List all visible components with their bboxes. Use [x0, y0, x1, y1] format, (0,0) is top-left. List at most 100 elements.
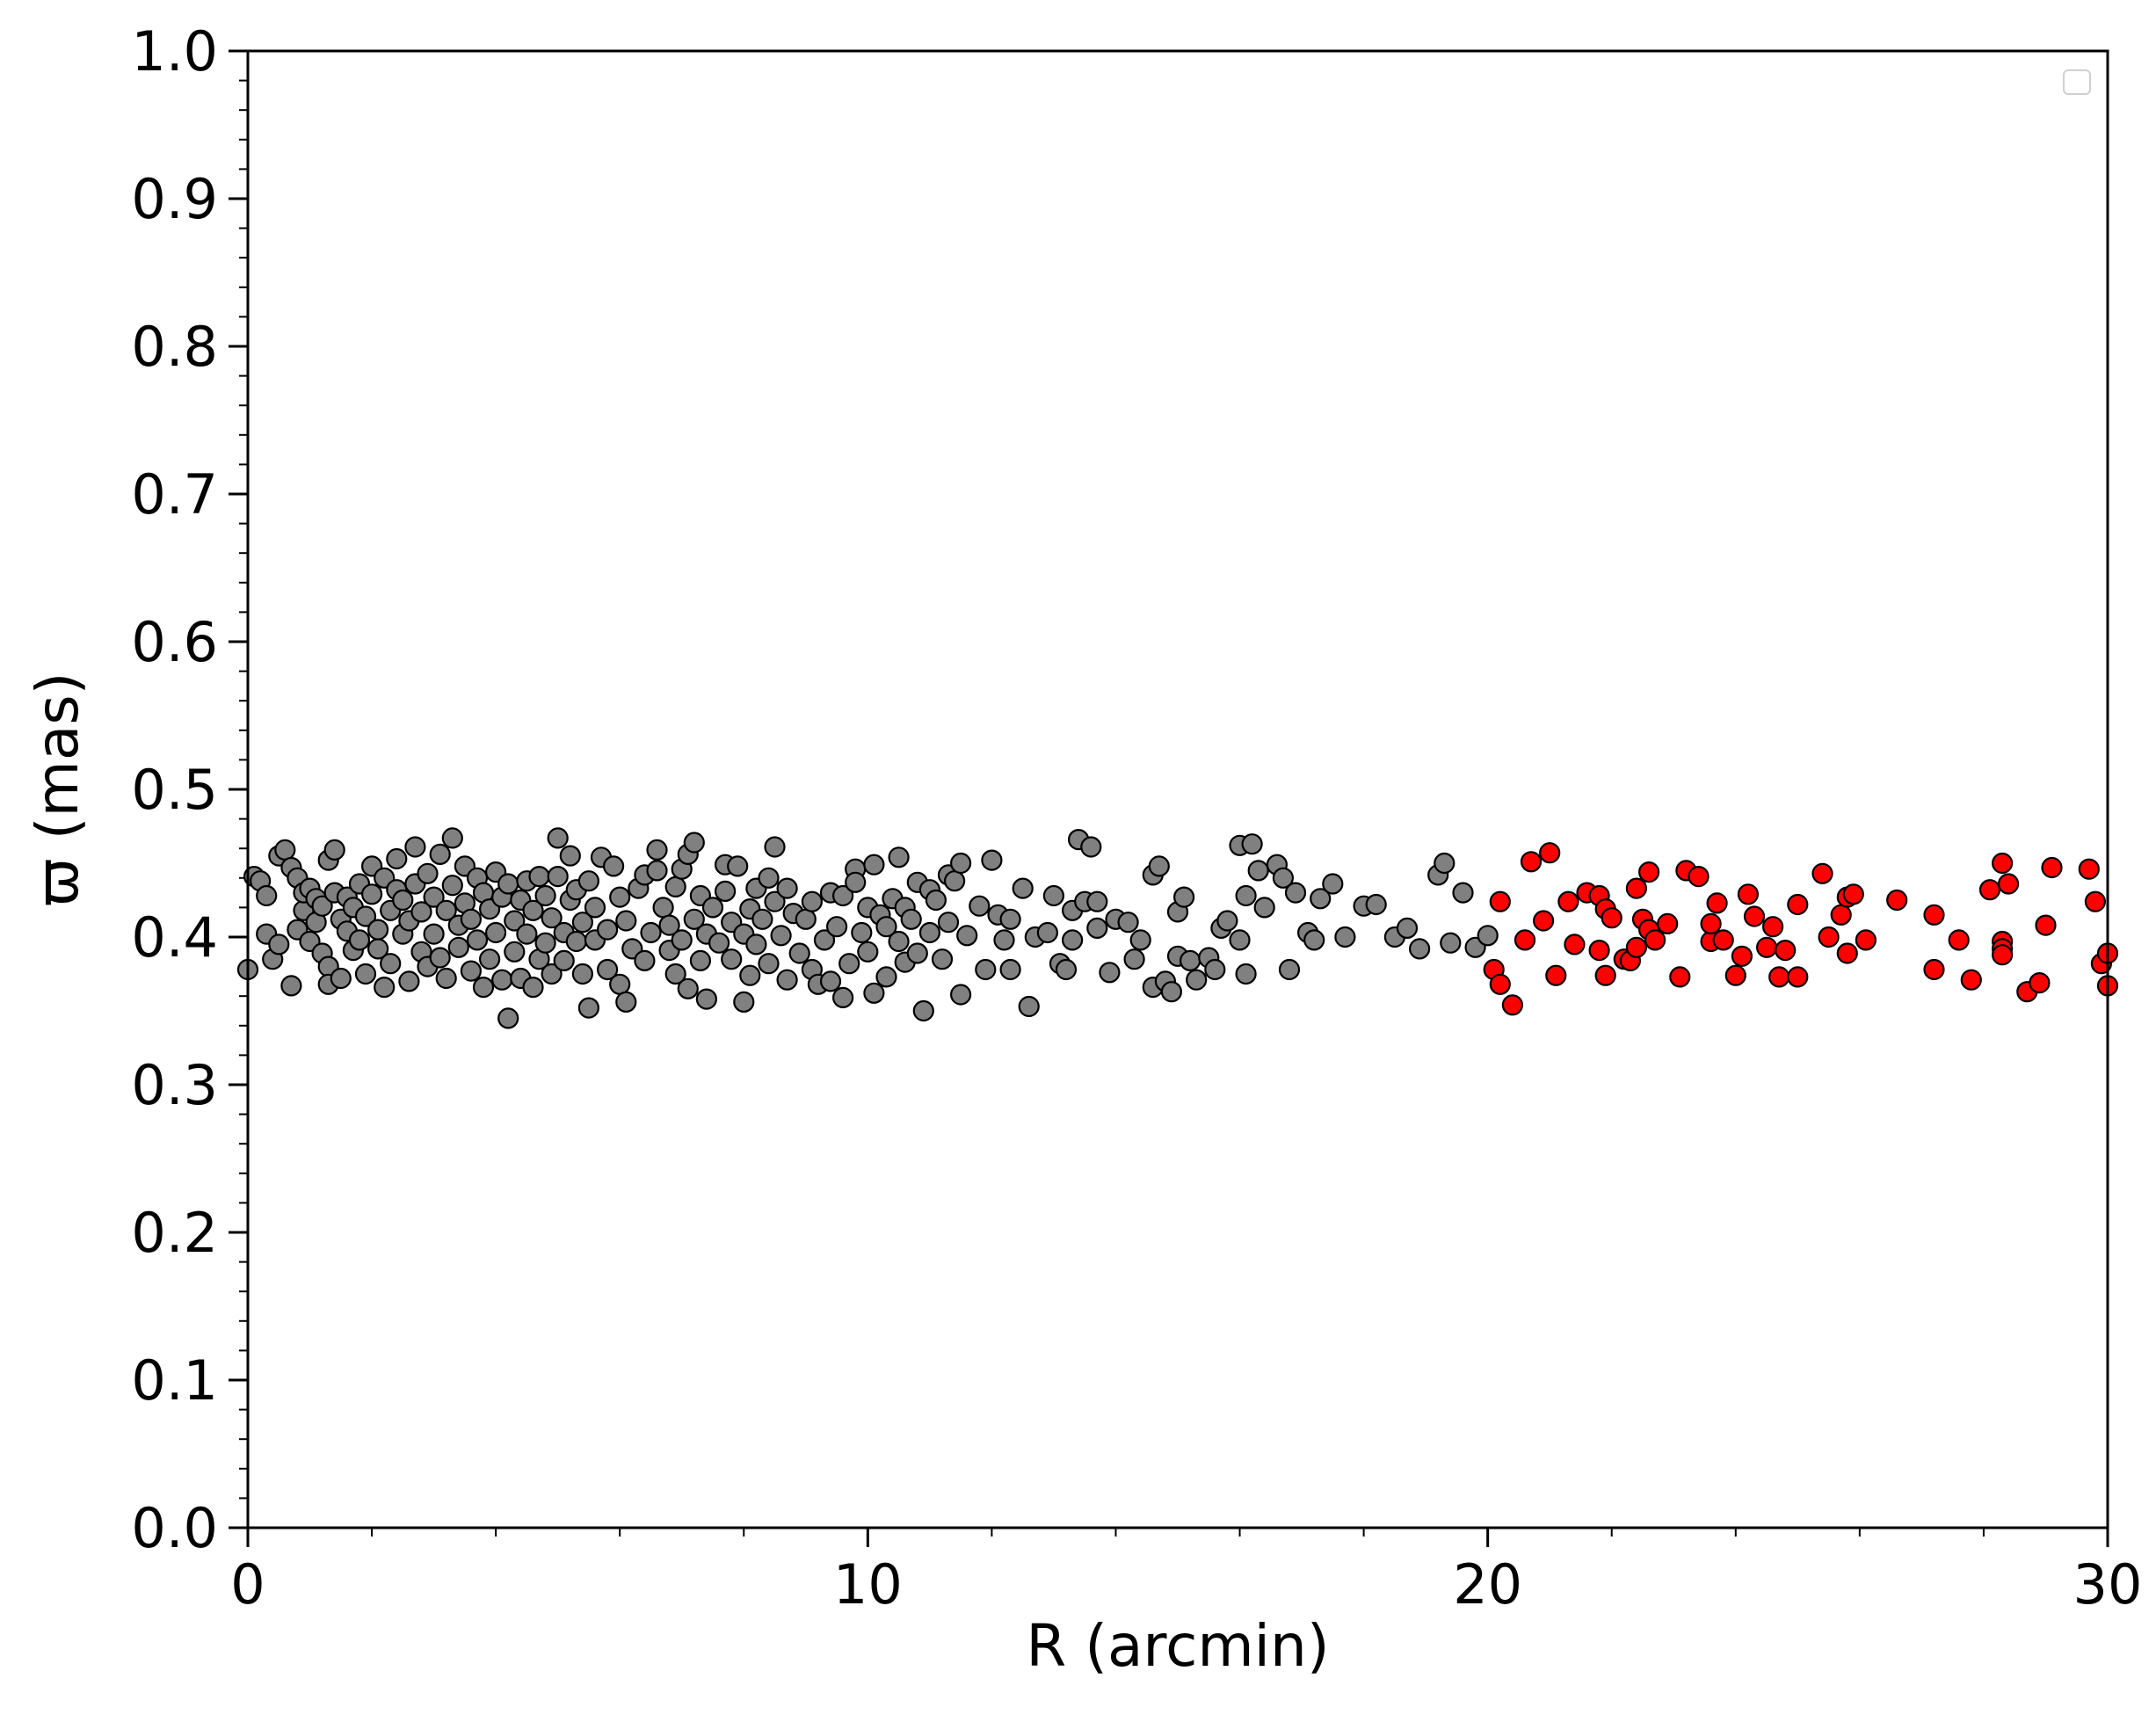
- data-points: [236, 827, 2119, 1029]
- scatter-point-gray: [969, 895, 991, 917]
- scatter-point-gray: [677, 977, 699, 999]
- scatter-point-gray: [1434, 852, 1455, 875]
- scatter-point-gray: [596, 919, 619, 941]
- scatter-point-gray: [386, 847, 408, 870]
- scatter-point-gray: [522, 899, 544, 921]
- scatter-point-gray: [658, 914, 680, 936]
- scatter-point-gray: [1253, 897, 1275, 919]
- scatter-point-gray: [652, 897, 674, 919]
- scatter-point-red: [1948, 929, 1970, 951]
- scatter-point-gray: [701, 897, 724, 919]
- scatter-point-gray: [1440, 932, 1462, 954]
- scatter-point-gray: [354, 905, 377, 927]
- scatter-point-red: [1669, 966, 1691, 988]
- scatter-point-gray: [714, 880, 737, 903]
- scatter-point-gray: [361, 883, 383, 905]
- scatter-point-gray: [937, 912, 960, 934]
- scatter-point-gray: [943, 870, 966, 892]
- scatter-point-red: [1724, 964, 1746, 986]
- scatter-point-gray: [1086, 917, 1108, 940]
- scatter-point-gray: [646, 860, 668, 882]
- scatter-point-gray: [770, 925, 792, 947]
- scatter-point-gray: [1303, 929, 1325, 951]
- legend-box: [2063, 69, 2091, 95]
- scatter-point-gray: [739, 964, 761, 986]
- scatter-point-gray: [851, 921, 873, 944]
- scatter-point-red: [1992, 852, 2014, 875]
- scatter-point-gray: [577, 997, 600, 1019]
- scatter-point-gray: [764, 836, 786, 858]
- scatter-point-gray: [330, 967, 352, 990]
- scatter-point-gray: [571, 963, 594, 985]
- scatter-point-gray: [640, 921, 662, 944]
- scatter-point-red: [1998, 873, 2020, 895]
- scatter-point-gray: [888, 930, 910, 953]
- scatter-point-gray: [956, 925, 978, 947]
- scatter-point-gray: [1452, 882, 1474, 904]
- scatter-point-gray: [733, 991, 755, 1014]
- scatter-point-gray: [795, 908, 817, 930]
- scatter-point-gray: [664, 963, 686, 985]
- scatter-point-gray: [460, 908, 483, 930]
- scatter-point-red: [1886, 889, 1908, 912]
- scatter-point-red: [1601, 907, 1622, 929]
- scatter-point-gray: [417, 862, 439, 884]
- scatter-point-gray: [435, 899, 457, 921]
- scatter-point-gray: [975, 958, 997, 981]
- scatter-point-red: [2084, 890, 2106, 912]
- scatter-point-red: [1514, 929, 1536, 951]
- scatter-point-gray: [764, 890, 786, 912]
- scatter-point-gray: [609, 973, 631, 995]
- scatter-point-gray: [1012, 877, 1034, 899]
- scatter-point-gray: [906, 942, 928, 964]
- scatter-point-red: [1787, 966, 1809, 988]
- scatter-point-gray: [491, 969, 513, 991]
- scatter-point-gray: [484, 921, 507, 944]
- scatter-point-gray: [1186, 969, 1208, 991]
- scatter-point-gray: [875, 916, 897, 938]
- scatter-point-gray: [1117, 912, 1139, 934]
- scatter-point-gray: [776, 969, 798, 991]
- scatter-point-gray: [478, 948, 501, 970]
- scatter-point-gray: [1229, 929, 1251, 951]
- scatter-point-gray: [1284, 882, 1307, 904]
- scatter-point-gray: [925, 889, 947, 912]
- y-tick-label: 0.3: [131, 1053, 218, 1117]
- scatter-point-red: [1992, 944, 2014, 966]
- y-tick-label: 0.7: [131, 462, 218, 527]
- scatter-point-gray: [534, 932, 556, 954]
- scatter-point-gray: [410, 901, 432, 923]
- scatter-point-red: [1768, 966, 1790, 988]
- scatter-point-red: [1712, 929, 1734, 951]
- scatter-point-red: [1539, 842, 1561, 864]
- scatter-point-gray: [888, 846, 910, 868]
- scatter-point-gray: [380, 953, 402, 975]
- scatter-point-gray: [602, 855, 625, 877]
- scatter-point-gray: [497, 1007, 519, 1029]
- scatter-point-red: [1564, 934, 1586, 955]
- scatter-point-gray: [528, 865, 550, 888]
- scatter-point-gray: [949, 984, 972, 1006]
- scatter-point-gray: [596, 958, 619, 981]
- scatter-point-gray: [497, 873, 519, 895]
- scatter-point-gray: [541, 963, 563, 985]
- scatter-point-gray: [1179, 949, 1201, 972]
- scatter-point-gray: [367, 919, 389, 941]
- scatter-point-gray: [615, 910, 637, 932]
- scatter-point-gray: [398, 970, 420, 992]
- scatter-point-gray: [1365, 893, 1387, 916]
- scatter-point-gray: [776, 877, 798, 899]
- y-tick-label: 0.4: [131, 905, 218, 970]
- scatter-point-gray: [993, 929, 1015, 951]
- y-tick-label: 1.0: [131, 19, 218, 84]
- scatter-point-red: [1489, 973, 1511, 995]
- scatter-point-red: [1520, 851, 1543, 873]
- scatter-point-red: [1706, 892, 1728, 914]
- scatter-point-gray: [931, 948, 954, 970]
- scatter-point-gray: [695, 988, 718, 1010]
- scatter-point-red: [1588, 939, 1610, 962]
- scatter-point-gray: [801, 890, 824, 912]
- scatter-point-gray: [472, 976, 495, 999]
- scatter-point-red: [1811, 862, 1833, 884]
- scatter-point-red: [1787, 893, 1809, 916]
